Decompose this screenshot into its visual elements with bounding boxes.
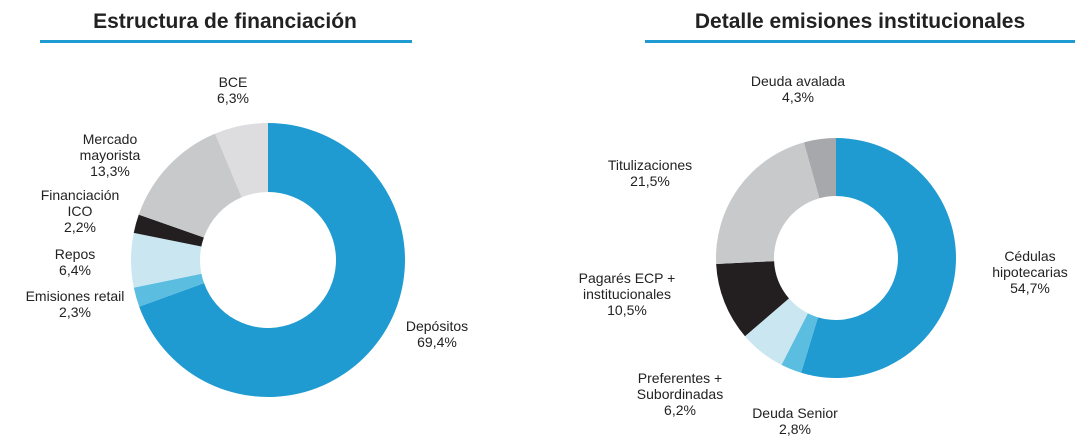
category-label: Deuda avalada <box>750 73 846 89</box>
chart-title: Estructura de financiación <box>93 10 357 33</box>
slice-label: Titulizaciones 21,5% <box>590 157 710 189</box>
slice-label: Preferentes + Subordinadas 6,2% <box>630 370 730 418</box>
donut-slice <box>131 232 202 288</box>
category-label: BCE <box>218 74 248 90</box>
slice-label: Mercado mayorista 13,3% <box>70 131 150 179</box>
category-label: Financiación ICO <box>40 187 120 219</box>
value-label: 2,8% <box>779 421 811 437</box>
slice-label: Repos 6,4% <box>25 246 125 278</box>
value-label: 10,5% <box>607 302 647 318</box>
value-label: 4,3% <box>782 89 814 105</box>
donut-slice <box>803 138 836 199</box>
donut-slice <box>215 123 268 198</box>
donut-slice <box>138 133 242 238</box>
donut-slice <box>781 313 818 373</box>
category-label: Emisiones retail <box>25 288 125 304</box>
value-label: 6,4% <box>59 262 91 278</box>
value-label: 54,7% <box>1010 280 1050 296</box>
category-label: Pagarés ECP + institucionales <box>578 270 676 302</box>
value-label: 69,4% <box>417 334 457 350</box>
donut-slice <box>801 138 956 378</box>
donut-slice <box>139 123 405 397</box>
category-label: Cédulas hipotecarias <box>992 248 1068 280</box>
category-label: Mercado mayorista <box>79 131 141 163</box>
slice-label: Depósitos 69,4% <box>387 318 487 350</box>
category-label: Preferentes + Subordinadas <box>636 370 724 402</box>
chart-title: Detalle emisiones institucionales <box>694 10 1026 33</box>
category-label: Repos <box>54 246 96 262</box>
value-label: 21,5% <box>630 173 670 189</box>
category-label: Depósitos <box>405 318 469 334</box>
category-label: Deuda Senior <box>752 405 838 421</box>
value-label: 2,3% <box>59 304 91 320</box>
slice-label: Cédulas hipotecarias 54,7% <box>985 248 1075 296</box>
value-label: 6,3% <box>217 90 249 106</box>
slice-label: Deuda avalada 4,3% <box>733 73 863 105</box>
donut-slice <box>133 214 204 247</box>
value-label: 2,2% <box>64 219 96 235</box>
donut-slice <box>716 142 820 265</box>
title-underline <box>645 40 1075 43</box>
slice-label: Deuda Senior 2,8% <box>735 405 855 437</box>
value-label: 13,3% <box>90 163 130 179</box>
slice-label: Emisiones retail 2,3% <box>0 288 150 320</box>
donut-slice <box>744 298 808 365</box>
title-underline <box>40 40 412 43</box>
value-label: 6,2% <box>664 402 696 418</box>
slice-label: Pagarés ECP + institucionales 10,5% <box>562 270 692 318</box>
donut-slice <box>716 261 789 337</box>
slice-label: Financiación ICO 2,2% <box>30 187 130 235</box>
category-label: Titulizaciones <box>607 157 693 173</box>
donut-slice <box>133 273 205 307</box>
slice-label: BCE 6,3% <box>193 74 273 106</box>
